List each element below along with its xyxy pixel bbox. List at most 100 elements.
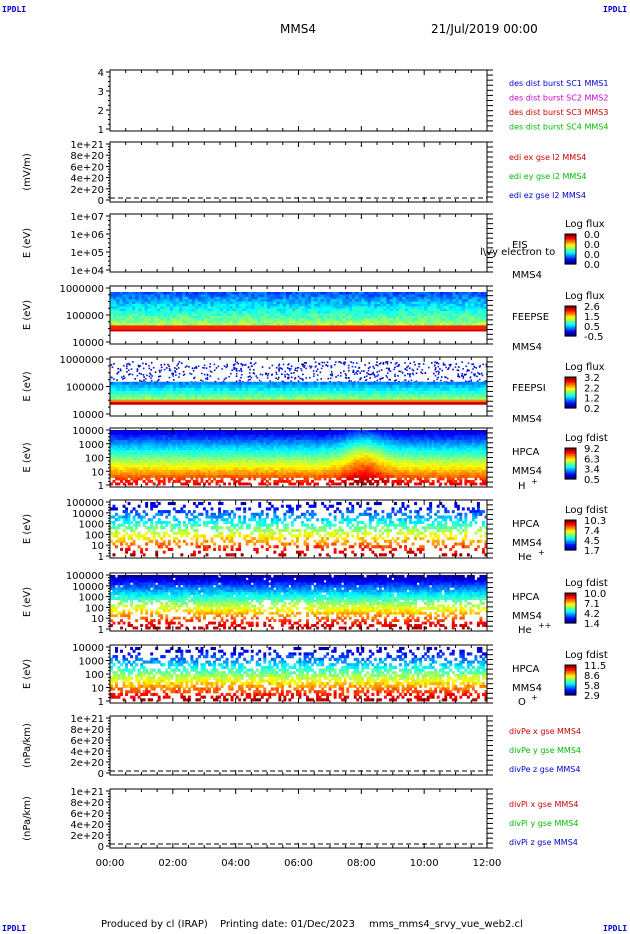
heat-cell <box>468 387 472 392</box>
heat-cell <box>170 462 174 466</box>
heat-cell <box>268 450 272 453</box>
heat-cell <box>137 455 141 458</box>
heat-cell <box>235 460 239 463</box>
heat-cell <box>414 311 419 314</box>
heat-cell <box>194 315 199 319</box>
heat-cell <box>471 308 475 312</box>
heat-dot <box>142 362 144 365</box>
heat-dot <box>404 379 407 382</box>
heat-cell <box>461 318 466 322</box>
heat-cell <box>342 390 347 395</box>
heat-cell <box>125 480 128 483</box>
heat-cell <box>180 440 184 443</box>
heat-cell <box>458 313 463 317</box>
heat-cell <box>229 384 233 389</box>
heat-cell <box>254 387 259 392</box>
heat-cell <box>443 303 447 307</box>
heat-cell <box>367 318 372 322</box>
heat-cell <box>238 294 243 298</box>
heat-cell <box>135 306 139 310</box>
heat-dot <box>408 367 411 369</box>
heat-cell <box>204 311 208 314</box>
heat-cell <box>417 396 422 401</box>
heat-cell <box>135 472 139 476</box>
panel-burst-series-label-4: des dist burst SC4 MMS4 <box>509 123 608 132</box>
heat-cell <box>230 440 234 443</box>
heat-cell <box>402 390 406 395</box>
heat-cell <box>329 384 334 389</box>
heat-cell <box>392 315 397 319</box>
heat-cell <box>208 472 211 476</box>
heat-cell <box>311 301 315 305</box>
heat-cell <box>468 301 472 305</box>
heat-cell <box>130 477 134 481</box>
heat-cell <box>446 294 450 298</box>
heat-cell <box>150 430 154 433</box>
heat-cell <box>267 318 271 322</box>
panel-feepse-colorbar-segment <box>565 315 576 318</box>
heat-cell <box>172 306 177 310</box>
heat-cell <box>414 303 419 307</box>
heat-cell <box>122 482 126 486</box>
heat-cell <box>127 482 131 486</box>
heat-cell <box>285 396 290 401</box>
heat-cell <box>326 323 331 326</box>
heat-cell <box>135 450 139 453</box>
heat-cell <box>160 430 164 433</box>
heat-cell <box>370 294 375 298</box>
heat-cell <box>147 387 152 392</box>
heat-cell <box>386 313 391 317</box>
heat-cell <box>361 320 365 324</box>
heat-cell <box>329 306 334 310</box>
heat-cell <box>339 315 343 319</box>
panel-feepsi-ytick-label: 1000000 <box>59 355 104 366</box>
heat-cell <box>147 442 151 446</box>
heat-cell <box>301 384 306 389</box>
heat-cell <box>122 308 127 312</box>
heat-cell <box>245 311 249 314</box>
heat-cell <box>402 384 406 389</box>
heat-cell <box>483 292 488 295</box>
heat-cell <box>172 437 176 441</box>
heat-cell <box>192 462 196 466</box>
heat-cell <box>150 472 154 476</box>
heat-cell <box>122 430 126 433</box>
panel-feepse-colorbar-frame <box>564 305 577 337</box>
heat-cell <box>399 294 403 298</box>
heat-cell <box>383 299 387 302</box>
heat-dot <box>191 367 194 370</box>
heat-cell <box>270 303 274 307</box>
heat-cell <box>165 432 169 436</box>
heat-cell <box>235 440 239 443</box>
heat-cell <box>125 303 130 307</box>
heat-cell <box>187 437 191 441</box>
heat-cell <box>137 472 141 476</box>
heat-cell <box>452 296 456 300</box>
heat-dot <box>277 376 280 379</box>
heat-cell <box>243 455 247 458</box>
heat-cell <box>317 396 321 401</box>
heat-dot <box>290 372 293 374</box>
heat-cell <box>258 450 262 453</box>
heat-cell <box>245 475 249 478</box>
heat-cell <box>194 390 199 395</box>
heat-cell <box>474 299 478 302</box>
heat-cell <box>208 430 211 433</box>
heat-cell <box>169 381 174 386</box>
heat-cell <box>474 308 478 312</box>
heat-cell <box>311 313 315 317</box>
heat-cell <box>292 311 296 314</box>
heat-dot <box>168 367 171 370</box>
heat-cell <box>177 472 181 476</box>
heat-dot <box>132 361 134 363</box>
heat-dot <box>139 365 141 367</box>
heat-cell <box>260 455 264 458</box>
heat-cell <box>110 301 114 305</box>
heat-cell <box>122 452 126 456</box>
panel-eis-colorbar-segment <box>565 243 576 246</box>
heat-cell <box>245 440 249 443</box>
heat-cell <box>477 296 482 300</box>
heat-cell <box>395 296 400 300</box>
heat-cell <box>311 308 315 312</box>
heat-cell <box>333 315 337 319</box>
